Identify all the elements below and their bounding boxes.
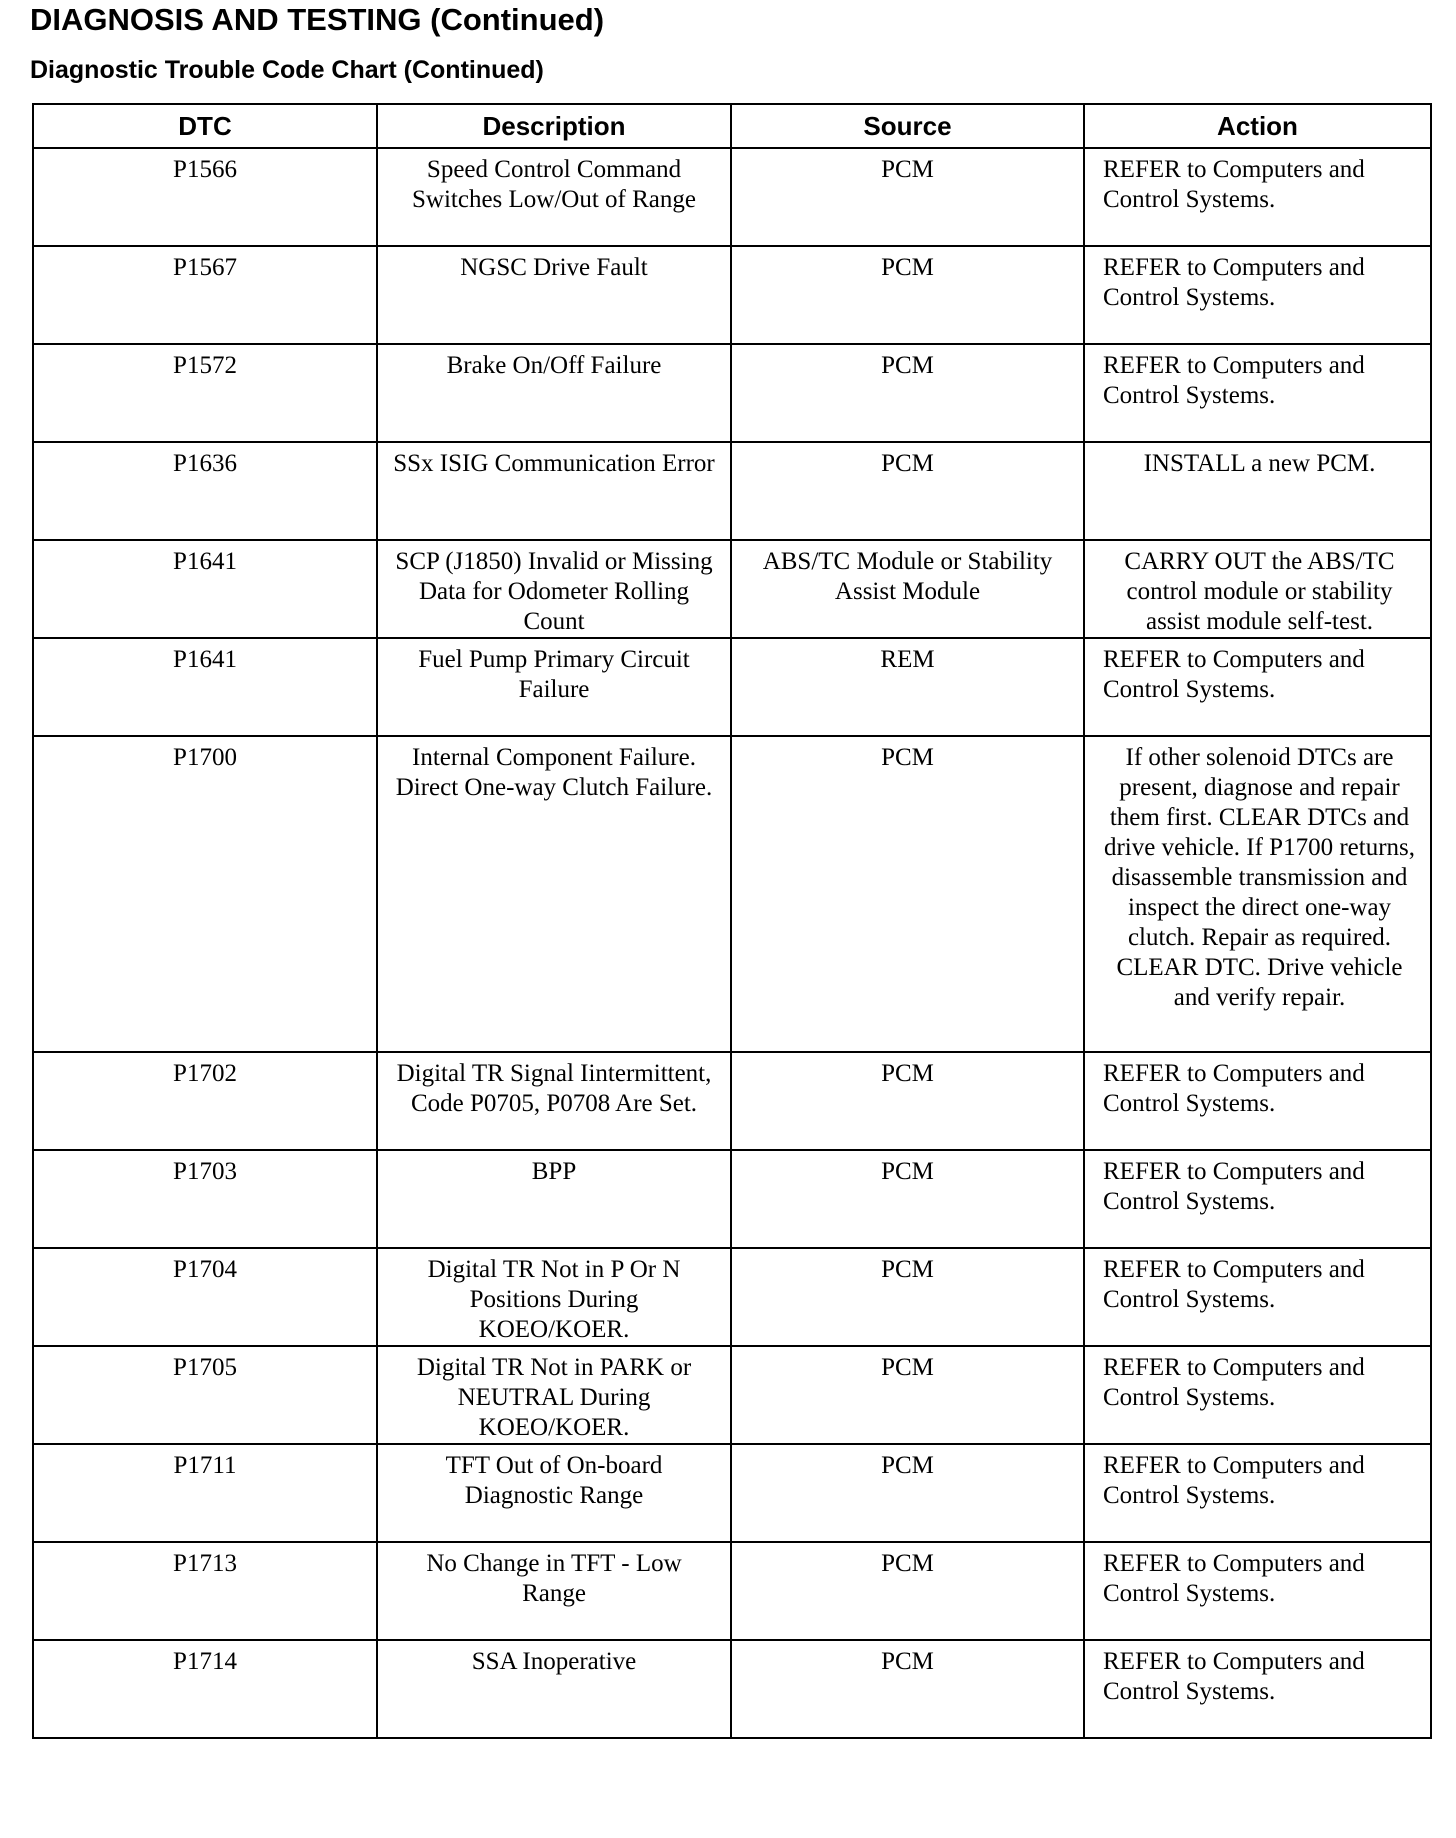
- dtc-table: DTC Description Source Action P1566 Speed Co…: [32, 103, 1432, 1739]
- dtc-cell: P1700: [32, 735, 378, 1053]
- dtc-cell: P1566: [32, 147, 378, 247]
- dtc-cell: P1702: [32, 1051, 378, 1151]
- action-cell: REFER to Computers and Control Systems.: [1083, 1639, 1432, 1739]
- source-cell: PCM: [730, 343, 1085, 443]
- source-cell: REM: [730, 637, 1085, 737]
- table-row: P1636 SSx ISIG Communication Error PCM INST…: [32, 441, 1432, 541]
- source-cell: PCM: [730, 441, 1085, 541]
- source-cell: PCM: [730, 147, 1085, 247]
- action-cell: If other solenoid DTCs are present, diag…: [1083, 735, 1432, 1053]
- table-row: P1714 SSA Inoperative PCM REFER to Computer…: [32, 1639, 1432, 1739]
- action-cell: REFER to Computers and Control Systems.: [1083, 1051, 1432, 1151]
- dtc-cell: P1703: [32, 1149, 378, 1249]
- table-row: P1703 BPP PCM REFER to Computers and Contro…: [32, 1149, 1432, 1249]
- action-cell: REFER to Computers and Control Systems.: [1083, 1247, 1432, 1347]
- column-header: Source: [730, 103, 1085, 149]
- source-cell: PCM: [730, 1541, 1085, 1641]
- source-cell: PCM: [730, 735, 1085, 1053]
- source-cell: PCM: [730, 1443, 1085, 1543]
- table-row: P1700 Internal Component Failure. Direct …: [32, 735, 1432, 1053]
- source-cell: PCM: [730, 1051, 1085, 1151]
- dtc-cell: P1572: [32, 343, 378, 443]
- description-cell: BPP: [376, 1149, 732, 1249]
- source-cell: ABS/TC Module or Stability Assist Module: [730, 539, 1085, 639]
- dtc-cell: P1567: [32, 245, 378, 345]
- table-row: P1641 Fuel Pump Primary Circuit Failure RE…: [32, 637, 1432, 737]
- table-row: P1713 No Change in TFT - Low Range PCM REFE…: [32, 1541, 1432, 1641]
- table-body: P1566 Speed Control Command Switches Low/…: [32, 147, 1432, 1739]
- action-cell: REFER to Computers and Control Systems.: [1083, 1345, 1432, 1445]
- table-row: P1705 Digital TR Not in PARK or NEUTRAL D…: [32, 1345, 1432, 1445]
- column-header: DTC: [32, 103, 378, 149]
- dtc-cell: P1641: [32, 637, 378, 737]
- table-title: Diagnostic Trouble Code Chart (Continued…: [30, 56, 544, 84]
- column-header: Action: [1083, 103, 1432, 149]
- description-cell: SSA Inoperative: [376, 1639, 732, 1739]
- description-cell: Digital TR Signal Iintermittent, Code P0…: [376, 1051, 732, 1151]
- description-cell: Digital TR Not in P Or N Positions Durin…: [376, 1247, 732, 1347]
- source-cell: PCM: [730, 245, 1085, 345]
- source-cell: PCM: [730, 1345, 1085, 1445]
- action-cell: REFER to Computers and Control Systems.: [1083, 1541, 1432, 1641]
- table-row: P1641 SCP (J1850) Invalid or Missing Data…: [32, 539, 1432, 639]
- description-cell: No Change in TFT - Low Range: [376, 1541, 732, 1641]
- source-cell: PCM: [730, 1639, 1085, 1739]
- description-cell: Internal Component Failure. Direct One-w…: [376, 735, 732, 1053]
- action-cell: INSTALL a new PCM.: [1083, 441, 1432, 541]
- description-cell: SSx ISIG Communication Error: [376, 441, 732, 541]
- source-cell: PCM: [730, 1149, 1085, 1249]
- action-cell: REFER to Computers and Control Systems.: [1083, 1443, 1432, 1543]
- action-cell: REFER to Computers and Control Systems.: [1083, 637, 1432, 737]
- description-cell: Speed Control Command Switches Low/Out o…: [376, 147, 732, 247]
- dtc-cell: P1713: [32, 1541, 378, 1641]
- header-row: DTC Description Source Action: [32, 103, 1432, 149]
- action-cell: REFER to Computers and Control Systems.: [1083, 343, 1432, 443]
- page-title: DIAGNOSIS AND TESTING (Continued): [30, 2, 605, 37]
- action-cell: REFER to Computers and Control Systems.: [1083, 147, 1432, 247]
- table-row: P1566 Speed Control Command Switches Low/…: [32, 147, 1432, 247]
- description-cell: NGSC Drive Fault: [376, 245, 732, 345]
- dtc-cell: P1714: [32, 1639, 378, 1739]
- dtc-cell: P1636: [32, 441, 378, 541]
- description-cell: Digital TR Not in PARK or NEUTRAL During…: [376, 1345, 732, 1445]
- table-row: P1567 NGSC Drive Fault PCM REFER to Compute…: [32, 245, 1432, 345]
- action-cell: REFER to Computers and Control Systems.: [1083, 245, 1432, 345]
- description-cell: SCP (J1850) Invalid or Missing Data for …: [376, 539, 732, 639]
- source-cell: PCM: [730, 1247, 1085, 1347]
- table-row: P1711 TFT Out of On-board Diagnostic Rang…: [32, 1443, 1432, 1543]
- table-row: P1572 Brake On/Off Failure PCM REFER to Com…: [32, 343, 1432, 443]
- dtc-cell: P1704: [32, 1247, 378, 1347]
- dtc-cell: P1705: [32, 1345, 378, 1445]
- column-header: Description: [376, 103, 732, 149]
- action-cell: CARRY OUT the ABS/TC control module or s…: [1083, 539, 1432, 639]
- dtc-cell: P1711: [32, 1443, 378, 1543]
- dtc-cell: P1641: [32, 539, 378, 639]
- action-cell: REFER to Computers and Control Systems.: [1083, 1149, 1432, 1249]
- description-cell: Brake On/Off Failure: [376, 343, 732, 443]
- description-cell: TFT Out of On-board Diagnostic Range: [376, 1443, 732, 1543]
- table-row: P1704 Digital TR Not in P Or N Positions …: [32, 1247, 1432, 1347]
- description-cell: Fuel Pump Primary Circuit Failure: [376, 637, 732, 737]
- table-row: P1702 Digital TR Signal Iintermittent, Co…: [32, 1051, 1432, 1151]
